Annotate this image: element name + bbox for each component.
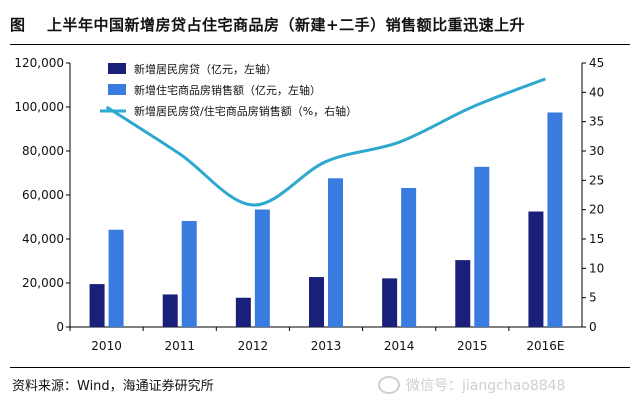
bar-mortgage	[235, 297, 251, 327]
x-tick-label: 2014	[384, 339, 415, 353]
right-tick-label: 40	[589, 85, 604, 99]
right-tick-label: 25	[589, 173, 604, 187]
legend-label: 新增住宅商品房销售额（亿元，左轴）	[134, 83, 321, 97]
bar-sales	[474, 166, 490, 327]
legend-label: 新增居民房贷（亿元，左轴）	[134, 62, 277, 76]
x-tick-label: 2012	[238, 339, 269, 353]
title-divider	[10, 44, 630, 45]
left-tick-label: 100,000	[14, 100, 64, 114]
x-tick-label: 2013	[311, 339, 342, 353]
chart-title: 上半年中国新增房贷占住宅商品房（新建+二手）销售额比重迅速上升	[47, 15, 526, 34]
left-tick-label: 0	[56, 320, 64, 334]
left-tick-label: 60,000	[22, 188, 64, 202]
right-tick-label: 0	[589, 320, 597, 334]
ratio-line	[105, 77, 546, 207]
watermark: 微信号：jiangchao8848	[378, 375, 565, 395]
x-tick-label: 2016E	[526, 339, 564, 353]
x-tick-label: 2011	[164, 339, 195, 353]
bar-sales	[254, 209, 270, 327]
left-tick-label: 40,000	[22, 232, 64, 246]
source-note: 资料来源：Wind，海通证券研究所	[12, 379, 214, 394]
bar-mortgage	[309, 277, 324, 327]
bar-mortgage	[455, 260, 471, 327]
footer-divider	[10, 367, 630, 368]
right-tick-label: 35	[589, 115, 604, 129]
right-tick-label: 20	[589, 203, 604, 217]
x-tick-label: 2015	[457, 339, 488, 353]
x-tick-label: 2010	[91, 339, 122, 353]
left-tick-label: 120,000	[14, 56, 64, 70]
legend-swatch	[108, 63, 126, 74]
bar-sales	[547, 112, 563, 327]
right-tick-label: 30	[589, 144, 604, 158]
bar-sales	[108, 229, 124, 327]
bar-sales	[328, 178, 343, 327]
left-tick-label: 20,000	[22, 276, 64, 290]
chart: 0 20,000 40,000 60,000 80,000 100,000 120,000 0…	[14, 56, 604, 353]
bar-mortgage	[89, 284, 105, 327]
bar-mortgage	[382, 278, 398, 327]
right-tick-label: 15	[589, 232, 604, 246]
figure-label: 图	[10, 15, 26, 34]
bar-sales	[401, 187, 417, 327]
left-tick-label: 80,000	[22, 144, 64, 158]
wechat-icon	[378, 376, 400, 394]
right-tick-label: 5	[589, 291, 597, 305]
right-tick-label: 45	[589, 56, 604, 70]
title-bar: 图 上半年中国新增房贷占住宅商品房（新建+二手）销售额比重迅速上升	[10, 10, 630, 38]
right-tick-label: 10	[589, 261, 604, 275]
bar-sales	[181, 220, 197, 327]
bar-mortgage	[528, 211, 544, 327]
bar-mortgage	[162, 294, 178, 327]
legend-label: 新增居民房贷/住宅商品房销售额（%，右轴）	[134, 104, 357, 118]
legend-swatch	[108, 84, 126, 95]
watermark-text: 微信号：jiangchao8848	[406, 378, 566, 394]
